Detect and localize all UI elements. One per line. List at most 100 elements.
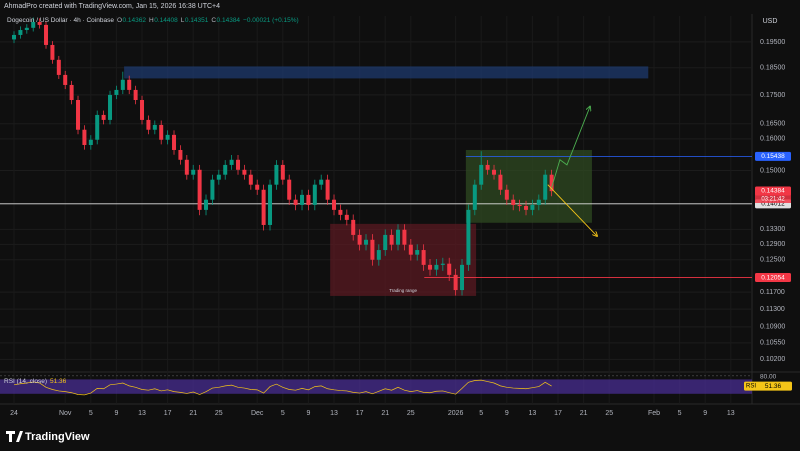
x-tick-label: 9 (114, 410, 118, 417)
candle-body (184, 159, 189, 175)
candle-body (114, 89, 119, 95)
candle-body (492, 169, 497, 175)
candle-body (197, 169, 202, 210)
price-tag (755, 151, 791, 161)
candle-body (18, 30, 23, 35)
candle-body (312, 184, 317, 205)
candle-body (12, 34, 17, 40)
candle-body (101, 114, 106, 120)
x-tick-label: 17 (164, 410, 172, 417)
zone-label: Trading range (389, 288, 417, 293)
candle-body (428, 264, 433, 270)
price-tag-label: 0.15438 (761, 153, 785, 160)
x-tick-label: 21 (189, 410, 197, 417)
candle-body (549, 174, 554, 192)
x-tick-label: 21 (381, 410, 389, 417)
x-tick-label: 25 (605, 410, 613, 417)
candle-body (306, 194, 311, 205)
y-tick-label: 0.11300 (760, 306, 785, 313)
candle-body (95, 114, 100, 140)
zone (465, 149, 592, 223)
change: −0.00021 (+0.15%) (243, 17, 299, 24)
ohlc-value: 0.14384 (217, 17, 241, 24)
candle-body (127, 79, 132, 90)
y-tick-label: 0.10900 (760, 324, 785, 331)
y-tick-label: 0.19500 (760, 39, 785, 46)
candle-body (63, 74, 68, 85)
candle-body (319, 179, 324, 185)
candle-body (415, 250, 420, 255)
y-tick-label: 0.16000 (760, 136, 785, 143)
candle-body (120, 79, 125, 90)
candle-body (37, 21, 42, 25)
x-tick-label: 9 (306, 410, 310, 417)
candle-body (357, 234, 362, 245)
price-tag-label: 0.12054 (761, 274, 785, 281)
candle-body (76, 99, 81, 130)
candle-body (255, 184, 260, 190)
symbol: Dogecoin / US Dollar · 4h · Coinbase (7, 17, 114, 24)
x-tick-label: 21 (580, 410, 588, 417)
candle-body (434, 264, 439, 270)
candle-body (172, 134, 177, 150)
candle-body (344, 214, 349, 220)
candle-body (140, 99, 145, 120)
logo-text: TradingView (25, 431, 90, 443)
candle-body (261, 189, 266, 225)
x-tick-label: Nov (59, 410, 72, 417)
candle-body (479, 164, 484, 185)
candle-body (274, 164, 279, 185)
candle-body (383, 234, 388, 251)
x-tick-label: 5 (479, 410, 483, 417)
candle-body (543, 174, 548, 200)
symbol-legend: Dogecoin / US Dollar · 4h · Coinbase O0.1… (7, 17, 299, 24)
rsi-band (0, 379, 752, 394)
candle-body (325, 179, 330, 200)
countdown: 03:21:42 (761, 197, 785, 203)
candle-body (248, 174, 253, 185)
candle-body (364, 239, 369, 245)
candle-body (159, 124, 164, 140)
candle-body (338, 209, 343, 215)
candle-body (498, 174, 503, 190)
candle-body (440, 263, 445, 265)
x-tick-label: Feb (648, 410, 660, 417)
rsi-line (13, 379, 552, 396)
candle-body (152, 124, 157, 130)
candle-body (293, 199, 298, 205)
x-tick-label: 13 (330, 410, 338, 417)
candle-body (236, 159, 241, 170)
logo-icon (6, 431, 23, 442)
candle-body (165, 134, 170, 140)
projection-arrow (550, 107, 590, 190)
y-tick-label: 0.16500 (760, 121, 785, 128)
ohlc-label: H (149, 17, 154, 24)
rsi-legend: RSI (14, close) 51.36 (4, 378, 67, 385)
candle-body (389, 234, 394, 245)
candle-body (421, 250, 426, 265)
logo: TradingView (6, 431, 90, 443)
candle-body (370, 239, 375, 260)
x-tick-label: 5 (281, 410, 285, 417)
candle-body (472, 184, 477, 210)
ohlc-label: C (211, 17, 216, 24)
candle-body (268, 184, 273, 225)
candle-body (504, 189, 509, 200)
y-tick-label: 0.10550 (760, 340, 785, 347)
candle-body (376, 250, 381, 260)
countdown-tag (755, 193, 791, 203)
x-tick-label: 17 (356, 410, 364, 417)
candle-body (210, 179, 215, 200)
candle-body (229, 159, 234, 165)
candle-body (287, 179, 292, 200)
x-tick-label: 5 (89, 410, 93, 417)
rsi-title: RSI (14, close) (4, 378, 47, 385)
projection-arrow (547, 184, 597, 236)
candle-body (460, 264, 465, 291)
x-tick-label: 25 (215, 410, 223, 417)
candle-body (56, 59, 61, 75)
x-tick-label: 9 (703, 410, 707, 417)
price-tag (755, 186, 791, 196)
candle-body (511, 199, 516, 205)
rsi-value: 51.36 (50, 378, 67, 385)
